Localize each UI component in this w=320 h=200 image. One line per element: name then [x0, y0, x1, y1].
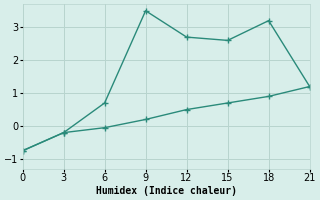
X-axis label: Humidex (Indice chaleur): Humidex (Indice chaleur): [96, 186, 236, 196]
